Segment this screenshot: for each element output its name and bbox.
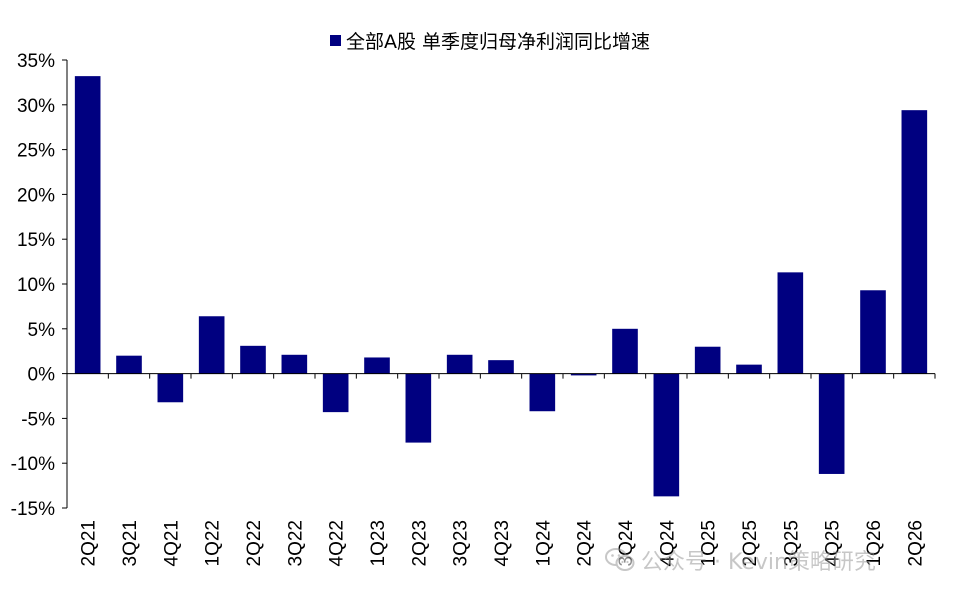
x-tick-label: 2Q26: [905, 520, 926, 566]
bars: [74, 76, 928, 497]
bar-2Q24: [570, 373, 597, 376]
bar-2Q26: [901, 110, 928, 374]
x-tick-label: 1Q22: [203, 520, 224, 566]
x-tick-label: 2Q25: [740, 520, 761, 566]
x-axis: 2Q21 3Q21 4Q21 1Q22 2Q22 3Q22 4Q22 1Q23 2Q23 3Q23…: [66, 373, 936, 567]
bar-1Q25: [694, 346, 721, 374]
x-tick-label: 2Q21: [79, 520, 100, 566]
x-tick-label: 2Q24: [575, 520, 596, 567]
bar-3Q25: [777, 272, 804, 374]
x-tick-label: 1Q25: [699, 520, 720, 566]
wechat-icon: [605, 548, 635, 571]
legend: 全部A股 单季度归母净利润同比增速: [330, 31, 650, 53]
bar-3Q22: [281, 354, 308, 374]
bar-2Q22: [240, 345, 266, 374]
x-tick-label: 4Q24: [657, 520, 678, 567]
x-tick-label: 4Q21: [161, 520, 182, 566]
bar-4Q22: [322, 373, 349, 413]
y-tick-label: 35%: [17, 51, 55, 72]
bar-4Q24: [653, 373, 680, 497]
x-tick-label: 3Q24: [616, 520, 637, 567]
watermark-text: 公众号 · Kevin策略研究: [641, 550, 876, 575]
x-tick-label: 3Q23: [451, 520, 472, 566]
bar-2Q21: [74, 76, 101, 374]
bar-3Q23: [446, 354, 473, 374]
y-tick-label: 10%: [17, 275, 55, 296]
bar-3Q24: [612, 328, 638, 374]
legend-label: 全部A股 单季度归母净利润同比增速: [346, 31, 650, 53]
y-tick-label: -10%: [11, 454, 55, 475]
y-tick-label: 25%: [17, 141, 55, 162]
x-tick-label: 2Q23: [409, 520, 430, 566]
y-tick-label: 15%: [17, 230, 55, 251]
x-tick-label: 1Q26: [864, 520, 885, 566]
x-tick-label: 2Q22: [244, 520, 265, 566]
bar-4Q23: [488, 360, 514, 374]
x-tick-label: 3Q22: [285, 520, 306, 566]
x-tick-label: 4Q22: [327, 520, 348, 566]
bar-1Q24: [529, 373, 556, 412]
y-axis: 35% 30% 25% 20% 15% 10% 5% 0% -5% -10% -15%: [11, 51, 68, 520]
x-tick-label: 1Q24: [533, 520, 554, 567]
legend-swatch: [330, 35, 341, 46]
bar-3Q21: [116, 355, 142, 374]
bar-1Q23: [364, 357, 390, 374]
x-tick-label: 4Q25: [823, 520, 844, 566]
watermark: 公众号 · Kevin策略研究: [605, 543, 876, 577]
bar-4Q25: [818, 373, 845, 474]
bar-1Q22: [198, 316, 225, 374]
bar-2Q25: [736, 364, 762, 374]
y-tick-label: 30%: [17, 96, 55, 117]
bar-1Q26: [860, 290, 886, 374]
x-tick-label: 3Q21: [120, 520, 141, 566]
x-tick-label: 3Q25: [781, 520, 802, 566]
x-tick-label: 1Q23: [368, 520, 389, 566]
y-tick-label: 5%: [28, 320, 56, 341]
y-tick-label: 0%: [28, 365, 56, 386]
bar-4Q21: [157, 373, 184, 403]
y-tick-label: -5%: [21, 409, 55, 430]
y-tick-label: -15%: [11, 499, 55, 520]
x-tick-label: 4Q23: [492, 520, 513, 566]
y-tick-label: 20%: [17, 185, 55, 206]
bar-2Q23: [405, 373, 432, 443]
